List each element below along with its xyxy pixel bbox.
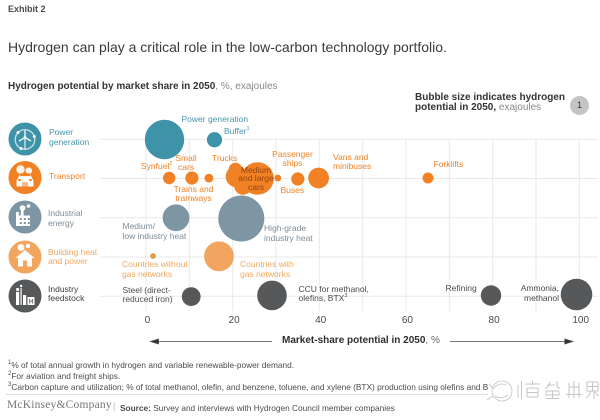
svg-text:H: H <box>29 300 33 306</box>
